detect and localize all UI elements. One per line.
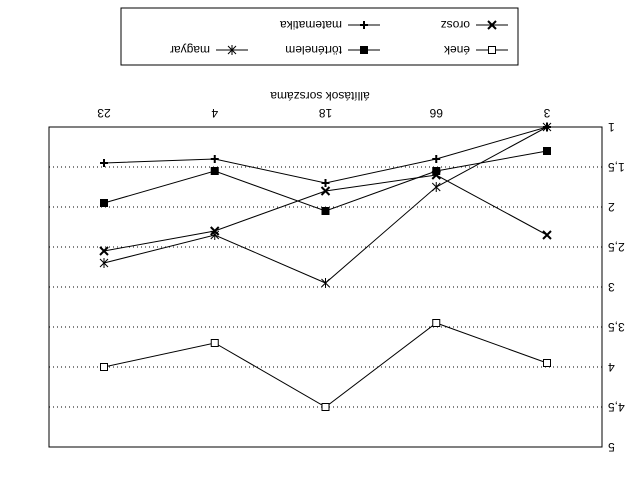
data-point-shape bbox=[543, 147, 551, 155]
series-ének bbox=[100, 319, 551, 411]
data-point bbox=[320, 186, 331, 196]
series-matematika bbox=[100, 123, 551, 187]
data-point bbox=[210, 230, 220, 240]
legend-marker bbox=[227, 45, 237, 55]
legend-marker bbox=[487, 20, 497, 30]
legend-entry: történelem bbox=[285, 43, 380, 57]
data-point bbox=[542, 230, 552, 240]
y-tick-label: 2 bbox=[608, 200, 615, 214]
data-point-shape bbox=[99, 246, 109, 256]
legend-label: magyar bbox=[170, 43, 210, 57]
data-point-shape bbox=[210, 155, 219, 163]
y-tick-label: 4 bbox=[608, 360, 615, 374]
series-történelem bbox=[100, 147, 551, 215]
data-point-shape bbox=[321, 278, 330, 288]
data-point bbox=[100, 159, 108, 167]
data-point bbox=[543, 359, 551, 367]
data-point-shape bbox=[321, 207, 330, 215]
data-point bbox=[543, 147, 551, 155]
x-tick-label: 23 bbox=[97, 106, 111, 120]
data-point-shape bbox=[542, 230, 552, 240]
legend-marker-shape bbox=[488, 46, 496, 54]
legend-label: orosz bbox=[441, 18, 470, 32]
data-point-shape bbox=[210, 167, 219, 175]
y-tick-label: 3 bbox=[608, 280, 615, 294]
y-tick-label: 1,5 bbox=[608, 160, 625, 174]
data-point-shape bbox=[100, 159, 108, 167]
data-point-shape bbox=[99, 258, 109, 268]
data-point bbox=[100, 363, 108, 371]
legend-marker-shape bbox=[487, 20, 497, 30]
data-point bbox=[99, 258, 109, 268]
legend-marker bbox=[360, 46, 368, 54]
data-point-shape bbox=[320, 186, 331, 196]
x-tick-label: 66 bbox=[429, 106, 443, 120]
data-point bbox=[432, 155, 441, 163]
y-tick-label: 4,5 bbox=[608, 400, 625, 414]
legend-label: ének bbox=[443, 43, 470, 57]
data-point-shape bbox=[542, 122, 552, 132]
grid-lines bbox=[49, 166, 602, 408]
y-tick-label: 3,5 bbox=[608, 320, 625, 334]
data-point-shape bbox=[321, 179, 330, 187]
legend-entry: matematika bbox=[280, 18, 380, 32]
x-tick-label: 18 bbox=[319, 106, 333, 120]
data-point bbox=[321, 207, 330, 215]
series-line bbox=[103, 322, 548, 408]
x-axis-tick-labels: 3 66 18 4 23 bbox=[97, 106, 550, 120]
data-point-shape bbox=[100, 363, 108, 371]
data-point bbox=[100, 199, 108, 207]
data-point bbox=[432, 319, 441, 327]
legend-entry: ének bbox=[443, 43, 508, 57]
data-point-shape bbox=[210, 230, 220, 240]
data-point bbox=[321, 403, 330, 411]
y-tick-label: 5 bbox=[608, 440, 615, 454]
data-point-shape bbox=[432, 155, 441, 163]
legend-marker-shape bbox=[360, 46, 368, 54]
legend: ének orosz történelem matematika magyar bbox=[120, 7, 519, 66]
data-point-shape bbox=[432, 319, 441, 327]
y-tick-label: 2,5 bbox=[608, 240, 625, 254]
data-point-shape bbox=[543, 359, 551, 367]
legend-entry: magyar bbox=[170, 43, 248, 57]
x-tick-label: 3 bbox=[543, 106, 550, 120]
data-point bbox=[99, 246, 109, 256]
series-line bbox=[103, 126, 548, 284]
x-tick-label: 4 bbox=[211, 106, 218, 120]
legend-items: ének orosz történelem matematika magyar bbox=[170, 18, 508, 57]
legend-label: történelem bbox=[285, 43, 342, 57]
x-axis-label: állítások sorszáma bbox=[270, 89, 370, 103]
legend-marker bbox=[360, 21, 368, 29]
data-point bbox=[210, 155, 219, 163]
data-point-shape bbox=[432, 167, 441, 175]
series-line bbox=[103, 126, 548, 184]
data-point bbox=[321, 278, 330, 288]
y-tick-label: 1 bbox=[608, 120, 615, 134]
legend-label: matematika bbox=[280, 18, 342, 32]
legend-marker bbox=[488, 46, 496, 54]
series-magyar bbox=[99, 122, 552, 288]
plot-area-frame bbox=[48, 126, 603, 448]
legend-entry: orosz bbox=[441, 18, 508, 32]
data-point-shape bbox=[210, 339, 219, 347]
series-layer bbox=[99, 122, 552, 411]
data-point-shape bbox=[431, 182, 441, 192]
data-point bbox=[542, 122, 552, 132]
data-point bbox=[210, 339, 219, 347]
data-point bbox=[432, 167, 441, 175]
legend-box bbox=[120, 7, 519, 66]
data-point bbox=[431, 182, 441, 192]
y-axis-tick-labels: 1 1,5 2 2,5 3 3,5 4 4,5 5 bbox=[608, 120, 625, 454]
data-point bbox=[210, 167, 219, 175]
legend-marker-shape bbox=[360, 21, 368, 29]
data-point-shape bbox=[100, 199, 108, 207]
data-point-shape bbox=[321, 403, 330, 411]
data-point bbox=[321, 179, 330, 187]
legend-marker-shape bbox=[227, 45, 237, 55]
